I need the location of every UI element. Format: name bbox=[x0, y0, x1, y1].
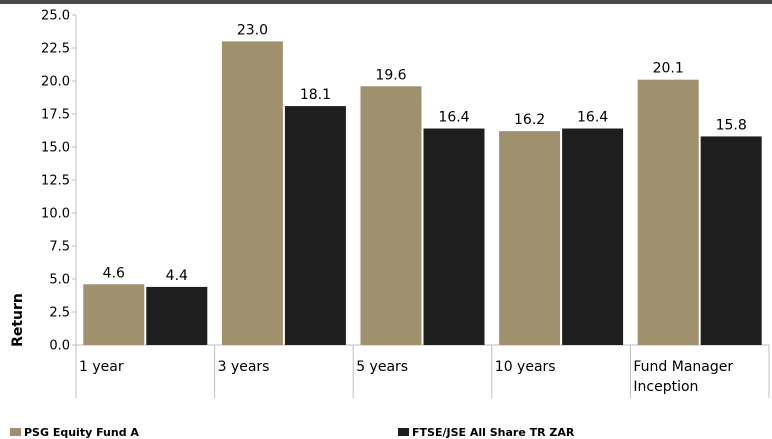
legend-label-ftse: FTSE/JSE All Share TR ZAR bbox=[412, 425, 575, 439]
bar-chart: 0.0 2.5 5.0 7.5 10.0 12.5 15.0 17.5 20.0 22.5 25.0… bbox=[10, 9, 770, 398]
x-category-label: 3 years bbox=[218, 359, 270, 375]
data-label: 15.8 bbox=[716, 117, 747, 133]
bar bbox=[284, 106, 346, 345]
legend-label-psg: PSG Equity Fund A bbox=[24, 425, 139, 439]
bar bbox=[637, 79, 699, 346]
bar bbox=[360, 86, 422, 345]
data-label: 4.4 bbox=[166, 268, 188, 284]
bar bbox=[499, 131, 561, 345]
bar bbox=[83, 284, 145, 345]
y-tick-label: 0.0 bbox=[49, 339, 70, 354]
bar bbox=[562, 128, 624, 345]
bar bbox=[146, 286, 208, 345]
bar bbox=[423, 128, 485, 345]
data-label: 16.4 bbox=[438, 110, 469, 126]
y-tick-label: 20.0 bbox=[41, 75, 70, 90]
legend-swatch-ftse bbox=[398, 428, 409, 436]
legend-item-ftse-jse: FTSE/JSE All Share TR ZAR bbox=[398, 425, 574, 439]
y-axis-title: Return bbox=[10, 293, 26, 347]
data-label: 19.6 bbox=[375, 67, 406, 83]
y-tick-label: 5.0 bbox=[49, 273, 70, 288]
y-tick-label: 2.5 bbox=[49, 306, 70, 321]
data-label: 20.1 bbox=[653, 61, 684, 77]
x-category-label: Inception bbox=[633, 379, 698, 395]
x-category-label: Fund Manager bbox=[633, 359, 733, 375]
legend-swatch-psg bbox=[10, 428, 21, 436]
data-label: 16.2 bbox=[514, 112, 545, 128]
y-tick-label: 15.0 bbox=[41, 141, 70, 156]
x-category-label: 5 years bbox=[356, 359, 408, 375]
data-label: 23.0 bbox=[237, 22, 268, 38]
y-tick-label: 22.5 bbox=[41, 42, 70, 57]
bar bbox=[700, 136, 762, 345]
y-tick-label: 25.0 bbox=[41, 9, 70, 24]
y-tick-label: 10.0 bbox=[41, 207, 70, 222]
data-label: 18.1 bbox=[300, 87, 331, 103]
y-tick-label: 17.5 bbox=[41, 108, 70, 123]
x-category-label: 10 years bbox=[495, 359, 556, 375]
y-tick-label: 12.5 bbox=[41, 174, 70, 189]
bar bbox=[221, 41, 283, 346]
top-border bbox=[0, 0, 772, 4]
x-category-label: 1 year bbox=[79, 359, 124, 375]
data-label: 4.6 bbox=[103, 265, 125, 281]
data-label: 16.4 bbox=[577, 110, 608, 126]
y-tick-label: 7.5 bbox=[49, 240, 70, 255]
legend-item-psg-equity-fund-a: PSG Equity Fund A bbox=[10, 425, 139, 439]
